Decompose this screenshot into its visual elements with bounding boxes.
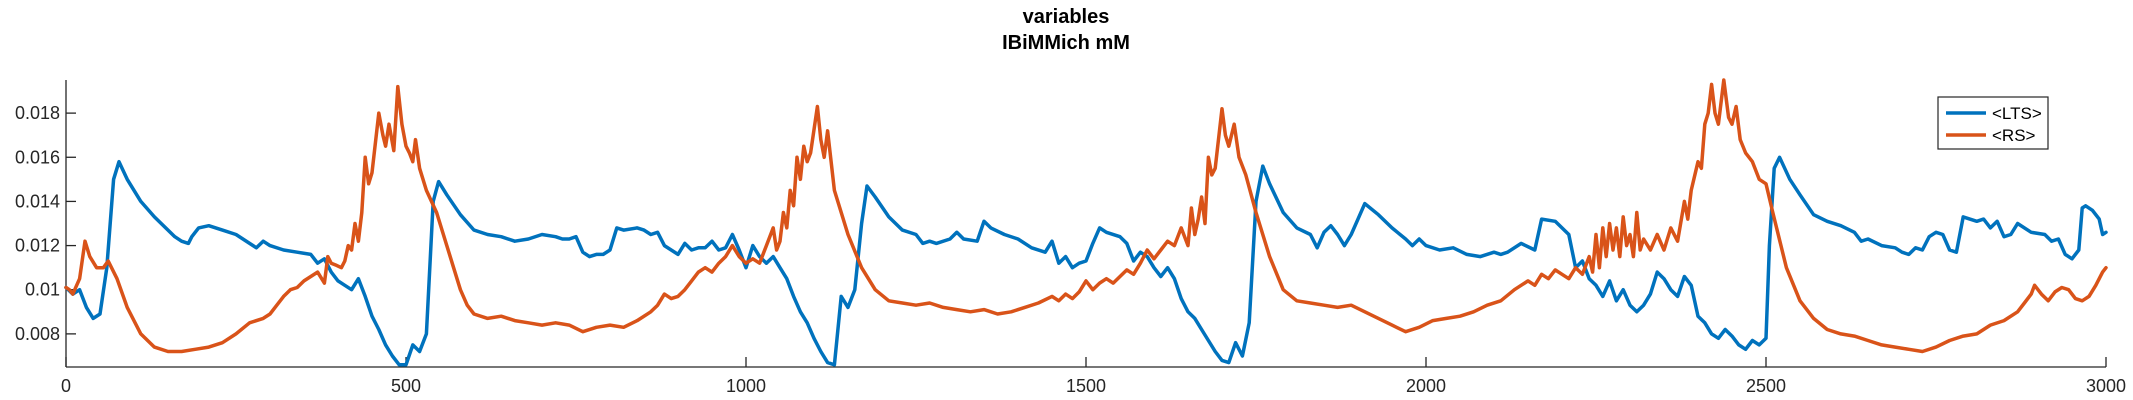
x-tick-label: 1500 [1066,376,1106,396]
y-tick-label: 0.014 [15,191,60,211]
legend-box [1937,96,2049,150]
chart-title: variables [1023,6,1110,28]
legend-label: <RS> [1992,126,2036,145]
y-tick-label: 0.01 [25,280,60,300]
axes: 0 500 1000 1500 2000 2500 3000 0.008 0.01 0.012 0.… [15,80,2126,396]
series-line-lts [64,155,2108,367]
y-tick-label: 0.012 [15,236,60,256]
series-lines [64,78,2108,367]
y-tick-label: 0.016 [15,147,60,167]
x-tick-label: 1000 [726,376,766,396]
x-tick-label: 0 [61,376,71,396]
x-tick-label: 500 [391,376,421,396]
x-tick-label: 2000 [1406,376,1446,396]
legend: <LTS> <RS> [1937,96,2049,150]
y-tick-label: 0.008 [15,324,60,344]
legend-label: <LTS> [1992,104,2042,123]
chart-subtitle: IBiMMich mM [1002,32,1130,54]
x-tick-label: 2500 [1746,376,1786,396]
series-line-rs [64,78,2108,354]
y-tick-label: 0.018 [15,103,60,123]
x-tick-label: 3000 [2086,376,2126,396]
